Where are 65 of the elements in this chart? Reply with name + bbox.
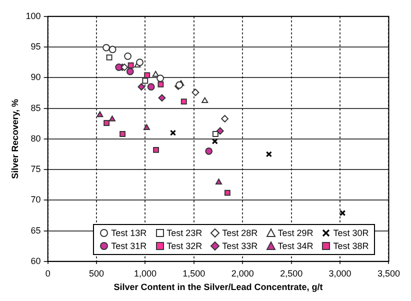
point [124, 52, 132, 60]
legend-label: Test 30R [333, 228, 369, 238]
point [158, 81, 164, 88]
point [202, 97, 208, 104]
legend-label: Test 38R [333, 241, 369, 252]
point [120, 131, 126, 137]
legend-label: Test 28R [222, 228, 258, 238]
point [266, 151, 272, 158]
point [224, 190, 230, 196]
legend-label: Test 34R [278, 241, 314, 252]
y-tick-label: 90 [30, 72, 41, 82]
legend-label: Test 13R [111, 228, 147, 238]
point [180, 98, 187, 105]
point [126, 68, 134, 76]
x-tick-label: 2,000 [231, 268, 254, 278]
y-tick-label: 60 [30, 256, 41, 266]
point [115, 64, 123, 71]
x-tick-label: 0 [45, 268, 50, 278]
point [128, 62, 134, 68]
point [216, 127, 224, 135]
point [170, 130, 176, 136]
point [138, 83, 146, 91]
point [221, 114, 229, 122]
y-axis-title: Silver Recovery, % [10, 98, 20, 179]
point [340, 210, 346, 216]
point [120, 64, 128, 71]
point [136, 58, 144, 66]
x-tick-label: 3,000 [328, 268, 352, 278]
legend-label: Test 29R [278, 228, 314, 238]
y-tick-label: 70 [30, 194, 41, 205]
y-tick-label: 75 [30, 164, 41, 174]
point [144, 72, 150, 78]
y-tick-label: 85 [30, 102, 41, 113]
x-axis-title: Silver Content in the Silver/Lead Concentrate, g/t [114, 282, 323, 292]
point [106, 54, 112, 60]
point [104, 120, 110, 126]
point [156, 74, 164, 82]
x-tick-label: 2,500 [280, 268, 303, 278]
y-tick-label: 95 [30, 42, 41, 52]
point [108, 46, 116, 54]
point [143, 124, 150, 130]
point [102, 44, 110, 52]
x-tick-label: 1,500 [182, 268, 206, 278]
y-tick-label: 65 [30, 225, 41, 236]
legend-label: Test 23R [166, 228, 202, 238]
point [212, 131, 218, 137]
x-tick-label: 500 [89, 268, 104, 278]
point [153, 146, 160, 153]
point [158, 94, 166, 102]
point [192, 88, 200, 96]
point [212, 138, 218, 144]
point [142, 78, 148, 84]
y-tick-label: 100 [26, 10, 41, 21]
point [108, 116, 116, 122]
legend-label: Test 32R [166, 241, 202, 252]
point [152, 70, 159, 77]
legend-label: Test 31R [111, 241, 147, 252]
point [147, 83, 155, 91]
x-tick-label: 3,500 [377, 268, 400, 278]
x-tick-label: 1,000 [134, 268, 156, 278]
y-tick-label: 80 [30, 133, 41, 144]
point [215, 178, 222, 184]
legend-label: Test 33R [222, 241, 258, 252]
point [205, 147, 213, 155]
point [96, 111, 104, 118]
